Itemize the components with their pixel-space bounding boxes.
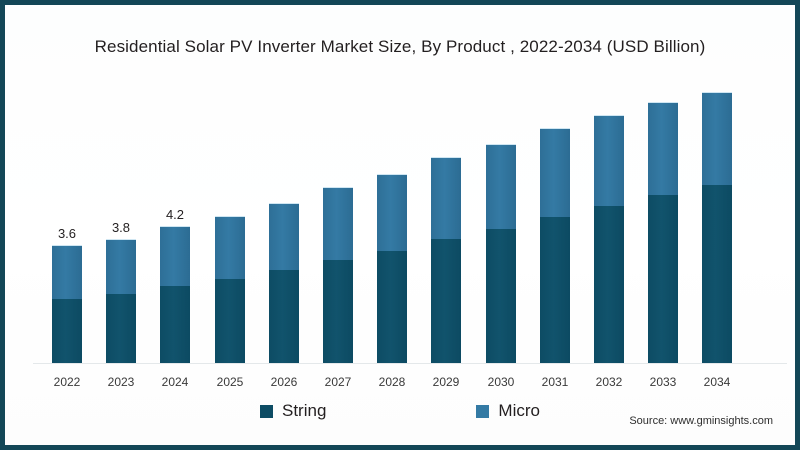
bar-segment-string — [486, 229, 516, 363]
bar-segment-string — [431, 238, 461, 363]
bar-column — [377, 173, 407, 363]
source-credit: Source: www.gminsights.com — [629, 415, 773, 427]
legend-item-micro[interactable]: Micro — [476, 401, 540, 421]
x-axis-tick-label: 2030 — [487, 375, 515, 389]
bar-segment-string — [215, 279, 245, 363]
x-axis-tick-label: 2025 — [216, 375, 244, 389]
x-axis-tick-label: 2034 — [703, 375, 731, 389]
x-axis-tick-label: 2026 — [270, 375, 298, 389]
bar-segment-micro — [648, 102, 678, 195]
x-axis-tick-label: 2023 — [107, 375, 135, 389]
bar-segment-string — [160, 285, 190, 363]
bar-column — [215, 215, 245, 363]
bar-value-label: 4.2 — [165, 206, 185, 222]
x-axis-tick-label: 2029 — [432, 375, 460, 389]
bar-segment-micro — [377, 173, 407, 251]
bar-column — [160, 225, 190, 363]
bar-segment-string — [648, 194, 678, 363]
bar-segment-micro — [160, 225, 190, 286]
bar-column — [540, 128, 570, 363]
x-axis-line — [33, 363, 787, 364]
chart-canvas: Residential Solar PV Inverter Market Siz… — [5, 5, 795, 445]
bar-segment-micro — [52, 245, 82, 299]
bar-value-label: 3.6 — [57, 226, 77, 241]
x-axis-tick-label: 2033 — [649, 375, 677, 389]
legend-swatch-icon — [476, 404, 490, 418]
bar-segment-string — [269, 270, 299, 363]
x-axis-tick-label: 2031 — [541, 375, 569, 389]
bar-segment-string — [323, 259, 353, 363]
bar-segment-micro — [269, 202, 299, 271]
bar-segment-string — [377, 250, 407, 363]
x-axis-tick-label: 2027 — [324, 375, 352, 389]
bar-segment-micro — [486, 144, 516, 230]
bar-segment-micro — [215, 215, 245, 280]
legend-label: Micro — [498, 401, 540, 420]
legend-item-string[interactable]: String — [260, 401, 326, 421]
legend-label: String — [282, 401, 327, 420]
x-axis-tick-label: 2024 — [161, 375, 189, 389]
bar-segment-micro — [702, 92, 732, 185]
bar-segment-string — [702, 184, 732, 363]
bar-column — [323, 186, 353, 363]
plot-area: 3.6 2022 3.8 2023 4.2 2024 2025 2026 2027 2028 202… — [5, 5, 795, 445]
bar-segment-string — [106, 294, 136, 363]
bar-segment-micro — [106, 238, 136, 295]
bar-column — [106, 238, 136, 363]
legend-swatch-icon — [260, 404, 273, 418]
bar-value-label: 3.8 — [111, 219, 131, 235]
bar-column — [52, 245, 82, 363]
chart-legend: String Micro — [5, 401, 795, 421]
bar-segment-string — [594, 206, 624, 363]
bar-column — [269, 202, 299, 363]
bar-column — [702, 92, 732, 363]
x-axis-tick-label: 2032 — [595, 375, 623, 389]
bar-column — [431, 157, 461, 363]
bar-column — [486, 144, 516, 363]
bar-column — [594, 115, 624, 363]
bar-segment-micro — [323, 186, 353, 260]
chart-title: Residential Solar PV Inverter Market Siz… — [94, 37, 706, 56]
bar-segment-micro — [540, 128, 570, 218]
x-axis-tick-label: 2022 — [53, 375, 81, 389]
x-axis-tick-label: 2028 — [378, 375, 406, 389]
bar-segment-micro — [594, 115, 624, 207]
bar-segment-string — [540, 217, 570, 363]
bar-column — [648, 102, 678, 363]
bar-segment-micro — [431, 157, 461, 239]
bar-segment-string — [52, 298, 82, 363]
